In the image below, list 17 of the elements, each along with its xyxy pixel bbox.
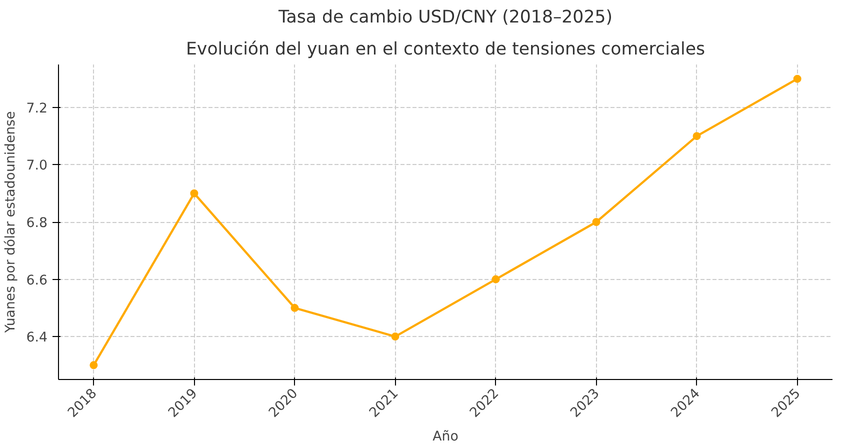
point	[692, 132, 701, 140]
chart-title: Tasa de cambio USD/CNY (2018–2025)	[277, 8, 613, 28]
point	[290, 304, 299, 312]
y-axis-title: Yuanes por dólar estadounidense	[3, 111, 18, 334]
point	[793, 74, 802, 83]
y-tick-label: 7.2	[26, 101, 48, 116]
point	[592, 218, 600, 226]
point	[90, 361, 98, 370]
chart-subtitle: Evolución del yuan en el contexto de tensiones comerciales	[186, 40, 706, 60]
point	[190, 189, 198, 198]
x-axis-title: Año	[432, 430, 458, 445]
point	[391, 332, 400, 341]
y-tick-label: 6.6	[26, 273, 48, 288]
y-tick-label: 7.0	[26, 158, 48, 174]
y-tick-label: 6.4	[26, 330, 48, 346]
y-tick-label: 6.8	[26, 216, 48, 231]
point	[492, 275, 500, 284]
